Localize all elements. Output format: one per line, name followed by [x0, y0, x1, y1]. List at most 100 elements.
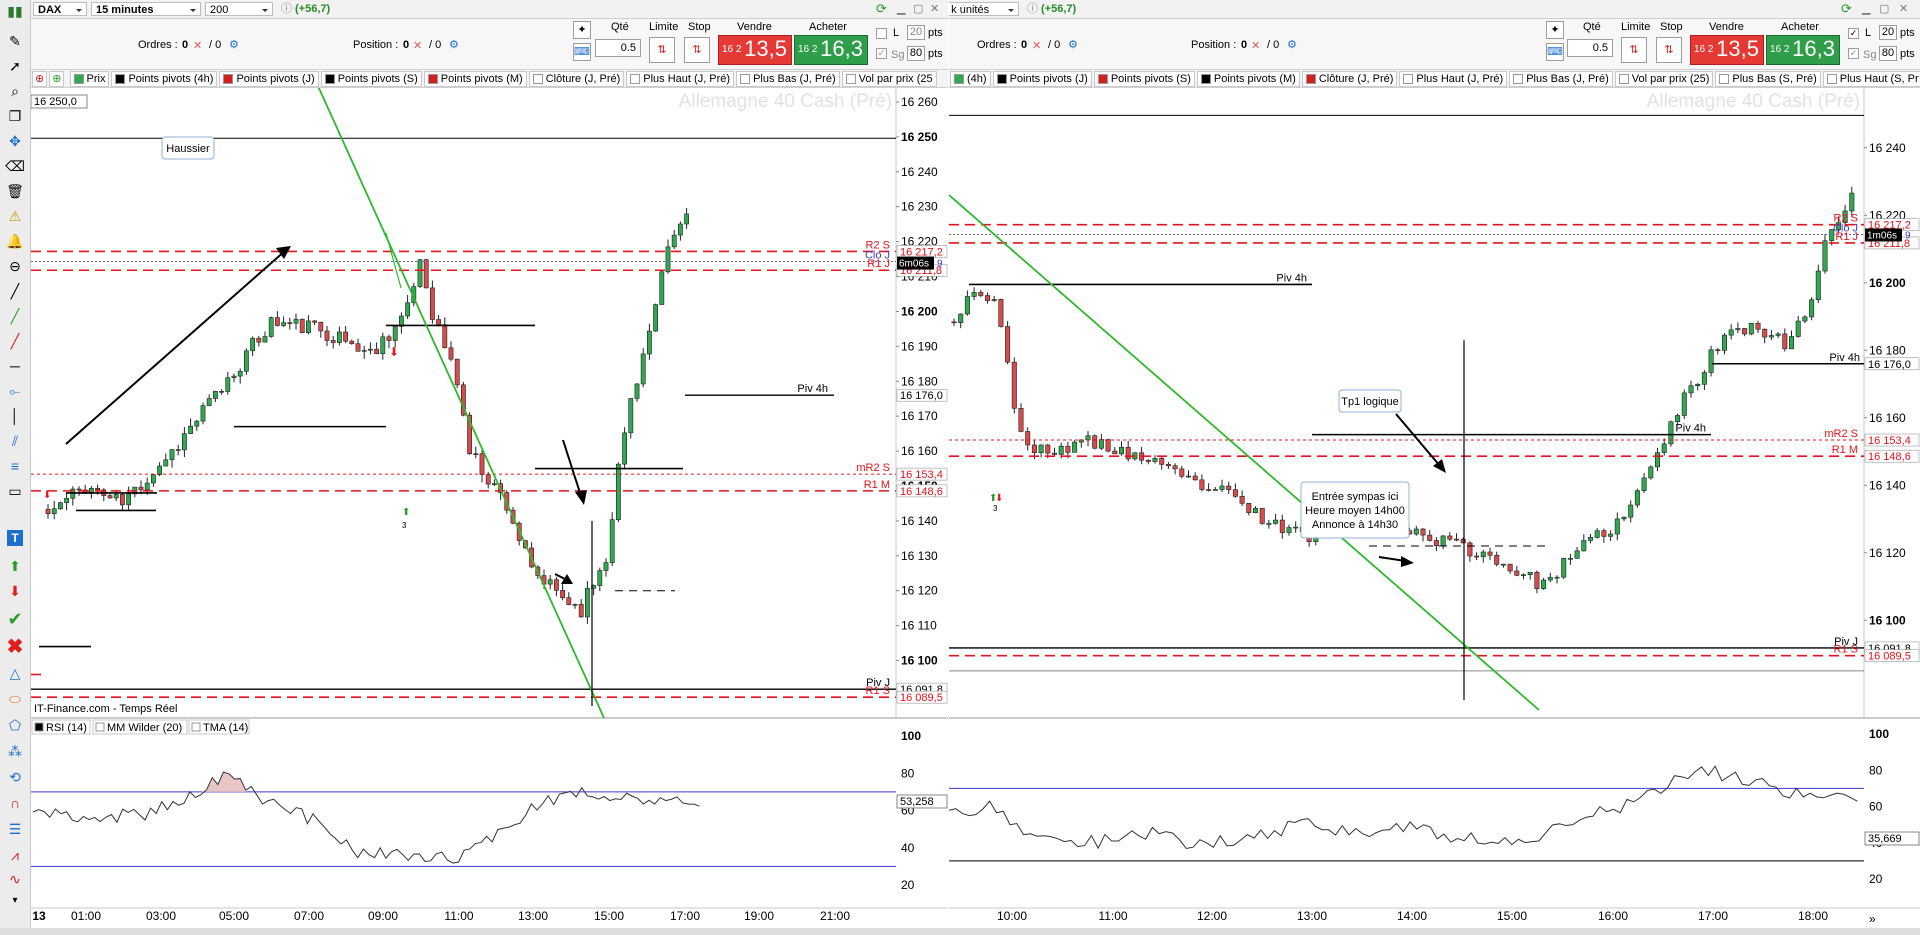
position-settings-icon[interactable]: ⚙ — [1287, 39, 1297, 51]
sync-icon[interactable]: ⟳ — [876, 1, 887, 16]
pts-bottom-input[interactable]: 80 — [907, 46, 925, 61]
close-icon[interactable]: ✕ — [1899, 3, 1909, 15]
polygon-icon[interactable]: ⬠ — [8, 717, 22, 733]
indicator-tag[interactable]: Plus Bas (J, Pré) — [1509, 71, 1613, 87]
keyboard-icon[interactable]: ⌨ — [1546, 43, 1564, 61]
info-icon[interactable]: ⓘ — [1027, 3, 1038, 15]
indicator-icon[interactable]: ⩘ — [11, 847, 19, 863]
minimize-icon[interactable]: ▁ — [897, 3, 906, 15]
magnet-icon[interactable]: ∩ — [9, 795, 21, 811]
copy-icon[interactable]: ❐ — [8, 108, 22, 124]
sync-icon[interactable]: ⟳ — [1841, 1, 1852, 16]
limit-order-button[interactable]: ⇅ — [649, 37, 675, 63]
cursor-icon[interactable]: ➚ — [9, 58, 21, 74]
orders-settings-icon[interactable]: ⚙ — [229, 39, 239, 51]
tools-icon[interactable]: ✦ — [573, 21, 591, 39]
indicator-tag[interactable]: Clôture (J, Pré) — [1301, 71, 1398, 87]
stop-order-button[interactable]: ⇅ — [684, 37, 710, 63]
buy-button[interactable]: 16 2 16,3 — [1766, 35, 1840, 65]
tools-icon[interactable]: ✦ — [1546, 21, 1564, 39]
indicator-tag[interactable]: Points pivots (S) — [1093, 71, 1195, 87]
indicator-tag[interactable]: Vol par prix (25) — [1614, 71, 1714, 87]
pts-top-input[interactable]: 20 — [907, 25, 925, 40]
stop-order-button[interactable]: ⇅ — [1656, 37, 1682, 63]
indicator-tag[interactable]: Points pivots (J) — [219, 71, 319, 87]
indicator-tag[interactable]: Points pivots (M) — [1196, 71, 1300, 87]
zoom-out-icon[interactable]: ⊖ — [9, 258, 21, 274]
add-indicator-icon[interactable]: ⊕ — [32, 71, 48, 87]
properties-icon[interactable]: ☰ — [8, 821, 22, 837]
oscillator-icon[interactable]: ∿ — [9, 871, 21, 887]
price-chart[interactable]: Allemagne 40 Cash (Pré) 16 260 16 250 16 24… — [31, 88, 948, 928]
position-settings-icon[interactable]: ⚙ — [449, 39, 459, 51]
ellipse-icon[interactable]: ⬭ — [9, 691, 21, 707]
orders-settings-icon[interactable]: ⚙ — [1068, 39, 1078, 51]
instrument-select[interactable]: DAX — [33, 2, 87, 16]
indicator-tag[interactable]: Points pivots (4h) — [111, 71, 218, 87]
channel-icon[interactable]: ⫽ — [11, 433, 19, 449]
arrow-down-icon[interactable]: ⬇ — [9, 583, 21, 599]
close-icon[interactable]: ✕ — [930, 3, 940, 15]
keyboard-icon[interactable]: ⌨ — [573, 43, 591, 61]
pencil-icon[interactable]: ✎ — [9, 33, 21, 49]
arrow-up-icon[interactable]: ⬆ — [9, 558, 21, 574]
units-select[interactable]: 200 unités — [205, 2, 273, 30]
maximize-icon[interactable]: ▢ — [913, 3, 924, 15]
text-tool-icon[interactable]: T — [7, 530, 23, 546]
add-overlay-icon[interactable]: ⊕ — [49, 71, 65, 87]
orders-cancel-icon[interactable]: ✕ — [193, 40, 203, 52]
layout-icon[interactable]: ▮▮ — [7, 3, 23, 19]
checkbox-l[interactable]: ✓ — [1848, 28, 1859, 39]
expand-icon[interactable]: ▾ — [12, 895, 18, 906]
indicator-tag[interactable]: Prix — [69, 71, 110, 87]
triangle-icon[interactable]: △ — [9, 665, 21, 681]
qty-input[interactable]: 0.5 — [595, 39, 641, 57]
indicator-tag[interactable]: Clôture (J, Pré) — [528, 71, 625, 87]
checkbox-l[interactable] — [876, 28, 887, 39]
indicator-tag[interactable]: Points pivots (S) — [320, 71, 422, 87]
zoom-icon[interactable]: ⌕ — [11, 83, 19, 99]
indicator-tag[interactable]: Plus Haut (J, Pré) — [1399, 71, 1508, 87]
indicator-tag[interactable]: Plus Bas (J, Pré) — [736, 71, 840, 87]
info-icon[interactable]: ⓘ — [281, 3, 292, 15]
ray-icon[interactable]: ⟜ — [9, 383, 21, 399]
vertical-line-icon[interactable]: │ — [10, 408, 20, 424]
horizontal-line-icon[interactable]: ─ — [10, 358, 20, 374]
indicator-tag[interactable]: Points pivots (M) — [423, 71, 527, 87]
indicator-tag[interactable]: (4h) — [950, 71, 991, 87]
maximize-icon[interactable]: ▢ — [1879, 3, 1890, 15]
sell-button[interactable]: 16 2 13,5 — [1690, 35, 1764, 65]
red-line-icon[interactable]: ╱ — [10, 333, 20, 349]
alert-icon[interactable]: ⚠ — [8, 208, 22, 224]
tool-icon[interactable]: ⟲ — [9, 769, 21, 785]
position-cancel-icon[interactable]: ✕ — [413, 40, 423, 52]
move-icon[interactable]: ✥ — [9, 133, 21, 149]
indicator-tag[interactable]: Plus Haut (J, Pré) — [626, 71, 735, 87]
indicator-tag[interactable]: Vol par prix (25 — [841, 71, 937, 87]
units-select[interactable]: 1 k unités — [949, 2, 1019, 16]
sell-button[interactable]: 16 2 13,5 — [718, 35, 792, 65]
buy-button[interactable]: 16 2 16,3 — [794, 35, 868, 65]
limit-order-button[interactable]: ⇅ — [1621, 37, 1647, 63]
fibonacci-icon[interactable]: ≡ — [10, 458, 20, 474]
pts-top-input[interactable]: 20 — [1879, 25, 1897, 40]
bell-icon[interactable]: 🔔 — [6, 233, 24, 249]
points-icon[interactable]: ⁂ — [8, 743, 22, 759]
position-cancel-icon[interactable]: ✕ — [1251, 40, 1261, 52]
indicator-tag[interactable]: Plus Haut (S, Pr — [1822, 71, 1920, 87]
cross-icon[interactable]: ✖ — [6, 636, 24, 658]
trash-icon[interactable]: 🗑 — [6, 183, 24, 199]
check-icon[interactable]: ✔ — [7, 609, 23, 629]
line-tool-icon[interactable]: ╱ — [10, 283, 20, 299]
checkbox-sg[interactable]: ✓ — [1848, 48, 1859, 59]
rectangle-icon[interactable]: ▭ — [8, 483, 22, 499]
timeframe-select[interactable]: 15 minutes — [91, 2, 201, 16]
pts-bottom-input[interactable]: 80 — [1879, 46, 1897, 61]
orders-cancel-icon[interactable]: ✕ — [1032, 40, 1042, 52]
indicator-tag[interactable]: Points pivots (J) — [992, 71, 1092, 87]
minimize-icon[interactable]: ▁ — [1862, 3, 1871, 15]
green-line-icon[interactable]: ╱ — [10, 308, 20, 324]
qty-input[interactable]: 0.5 — [1567, 39, 1613, 57]
indicator-tag[interactable]: Plus Bas (S, Pré) — [1715, 71, 1821, 87]
